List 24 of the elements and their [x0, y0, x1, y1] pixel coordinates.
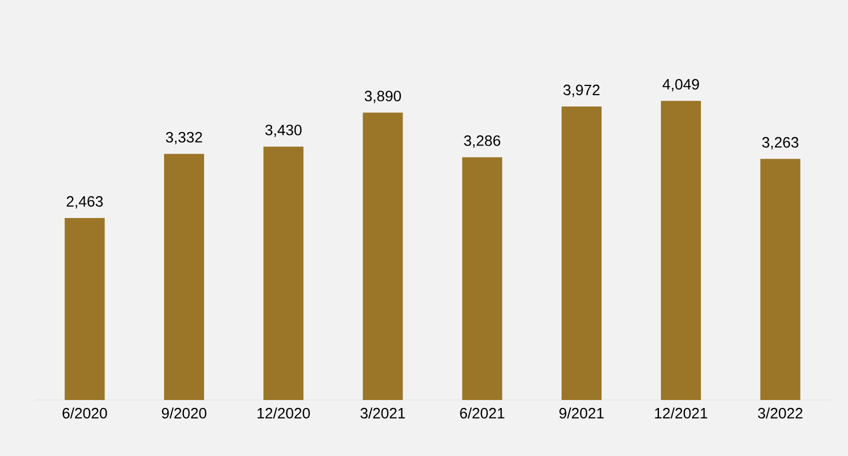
x-tick-label: 6/2021 — [460, 408, 504, 418]
x-tick-label: 6/2020 — [62, 408, 107, 418]
x-tick-label: 3/2021 — [360, 408, 405, 418]
data-label: 3,430 — [265, 124, 302, 138]
x-tick-label: 3/2022 — [758, 408, 802, 418]
bar — [462, 157, 502, 400]
bar — [263, 146, 304, 400]
x-tick-label: 12/2021 — [655, 408, 708, 418]
data-label: 3,263 — [762, 137, 798, 150]
data-label: 3,332 — [166, 132, 202, 144]
data-label: 3,890 — [364, 90, 401, 104]
x-tick-label: 12/2020 — [258, 408, 310, 418]
bar — [562, 106, 602, 400]
x-tick-label: 9/2020 — [162, 408, 206, 418]
data-label: 3,972 — [563, 84, 600, 98]
x-tick-label: 9/2021 — [559, 408, 604, 418]
bar — [362, 112, 403, 400]
bar — [164, 154, 204, 400]
data-label: 2,463 — [66, 196, 103, 208]
data-label: 4,049 — [662, 78, 699, 92]
bar — [760, 158, 800, 400]
bar — [64, 218, 105, 400]
bar — [660, 100, 701, 400]
data-label: 3,286 — [464, 135, 500, 148]
